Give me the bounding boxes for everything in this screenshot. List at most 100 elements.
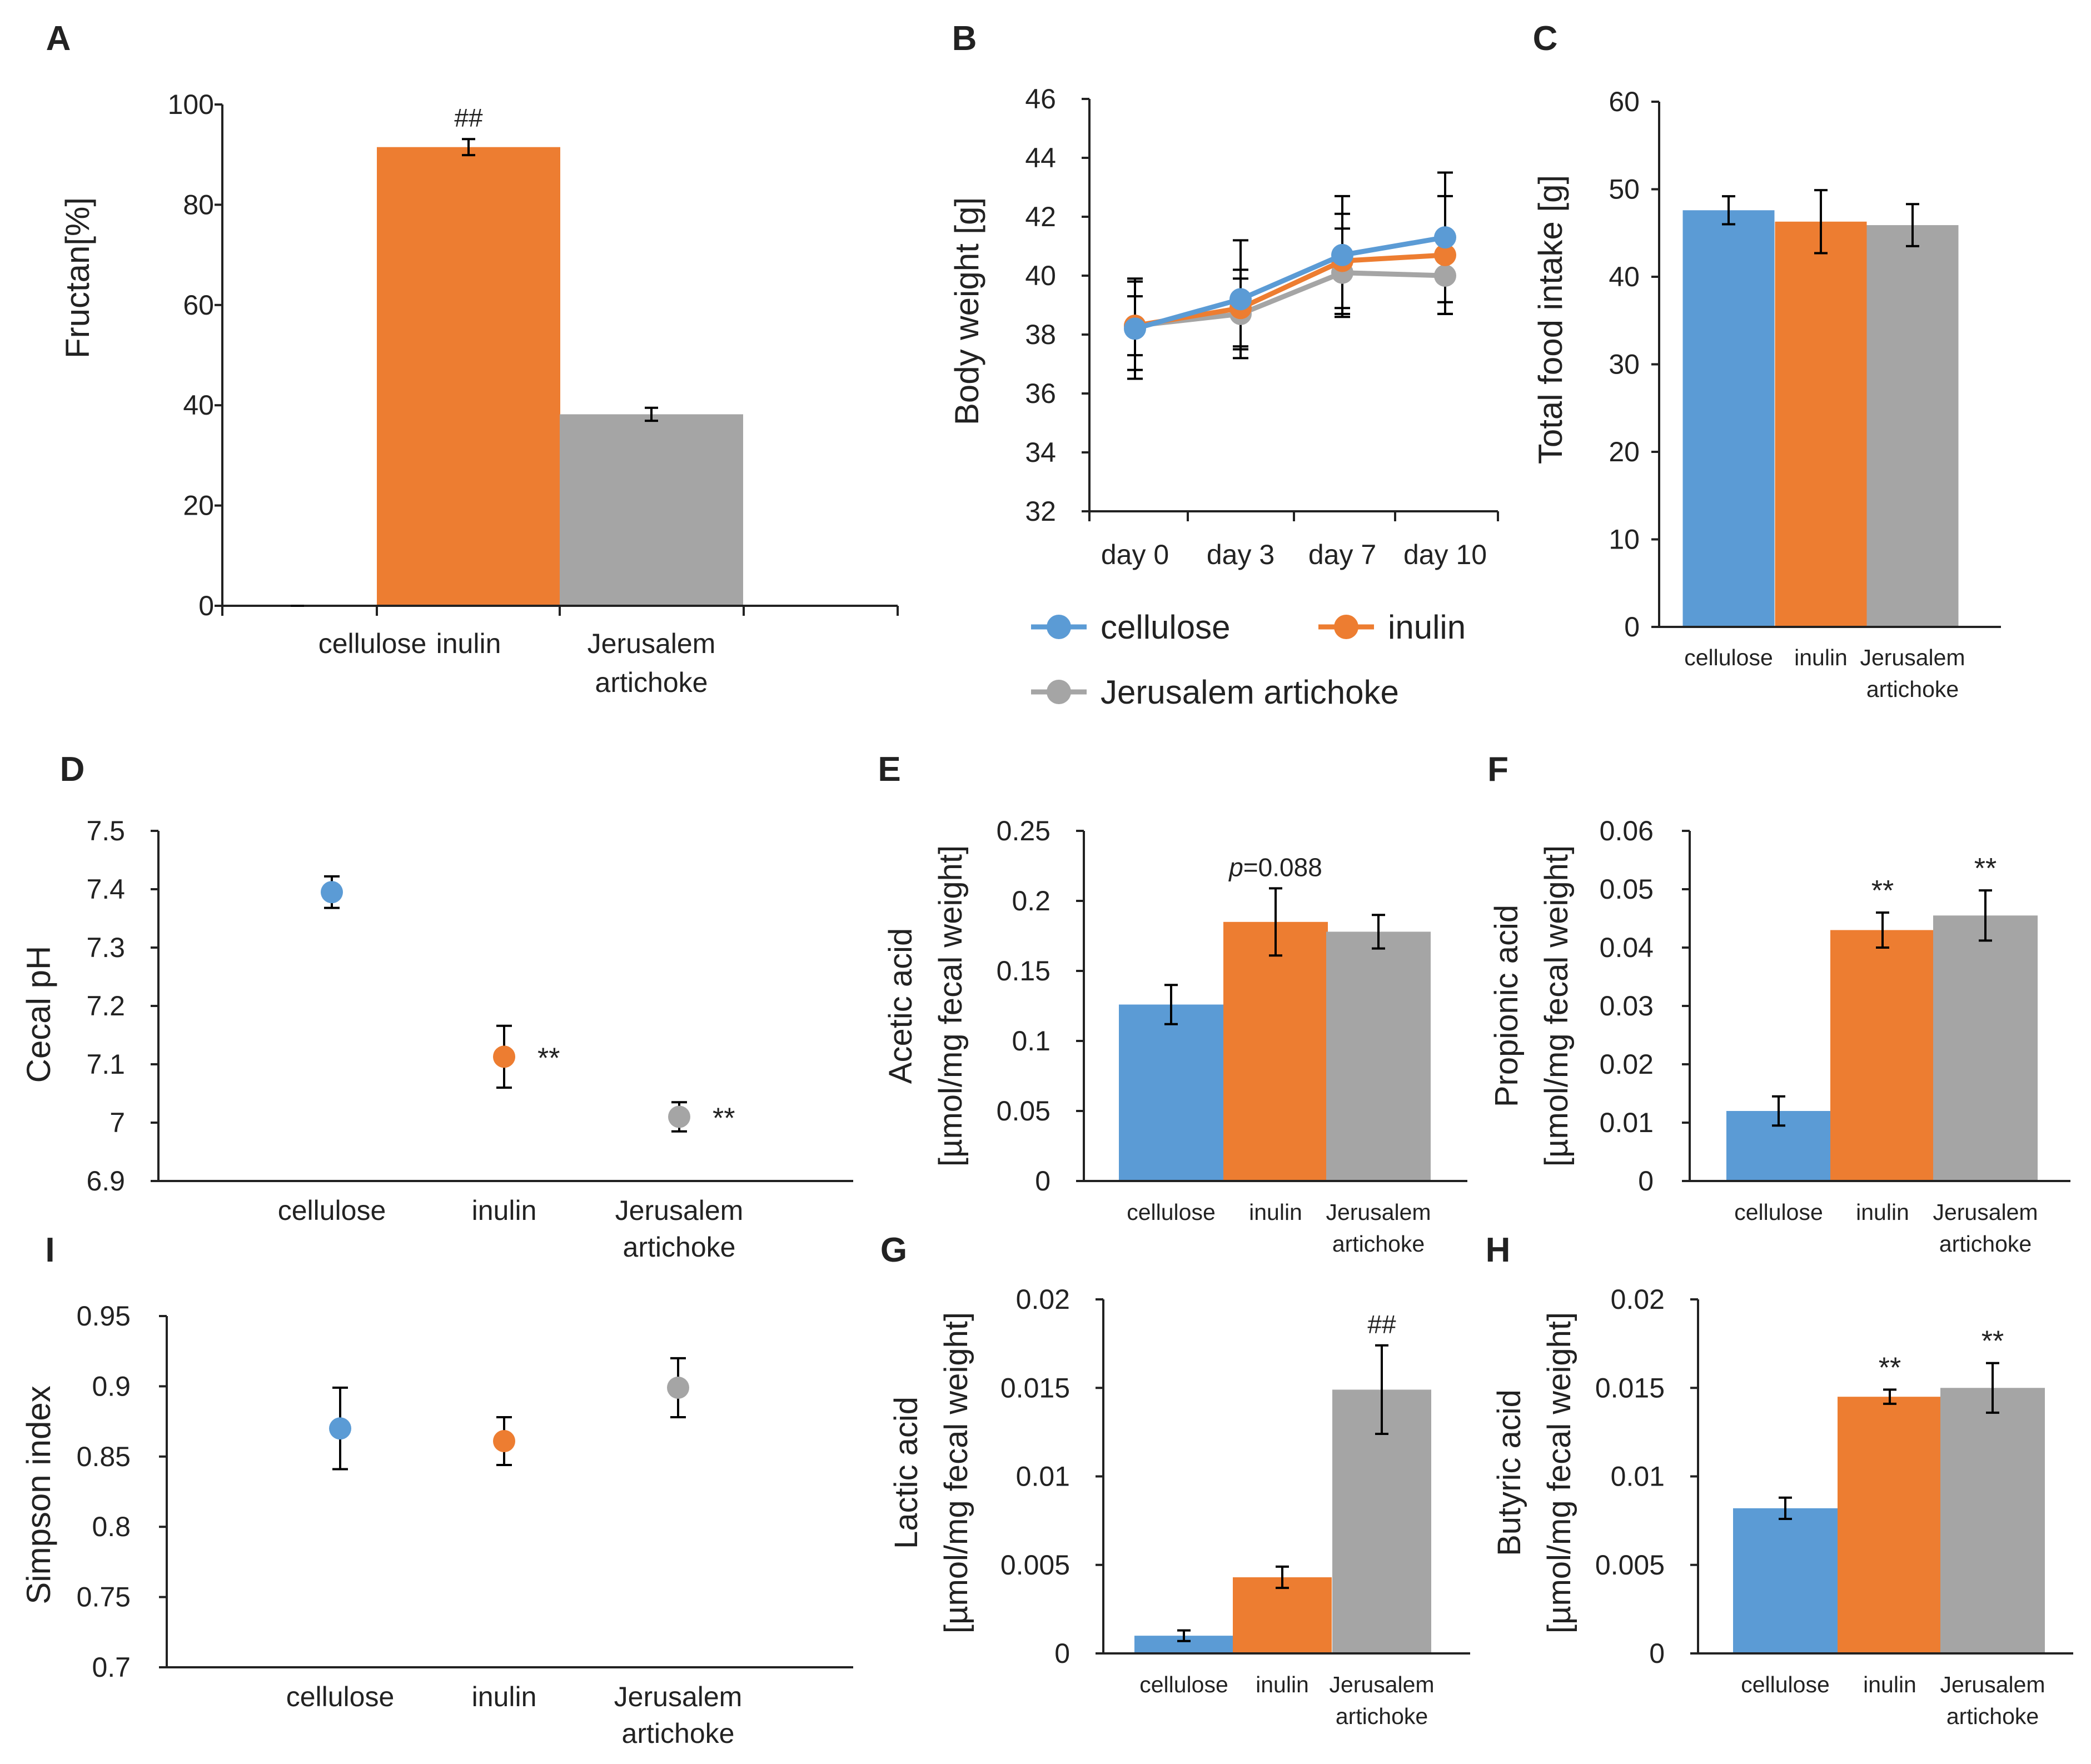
- y-tick-label: 0.05: [997, 1095, 1051, 1127]
- panel-letter: H: [1486, 1231, 1511, 1269]
- series-line-inulin: [1134, 252, 1446, 328]
- x-category-label: day 0: [1101, 539, 1169, 570]
- significance-marker: ##: [1367, 1310, 1396, 1339]
- y-axis-label: [µmol/mg fecal weight]: [1541, 1312, 1577, 1633]
- y-tick-label: 0.8: [92, 1511, 131, 1542]
- y-tick-label: 7.1: [86, 1049, 125, 1080]
- x-category-label: cellulose: [1741, 1672, 1830, 1697]
- y-tick-label: 6.9: [86, 1165, 125, 1197]
- x-category-label: Jerusalem: [1940, 1672, 2045, 1697]
- y-tick-label: 0.7: [92, 1652, 131, 1683]
- x-category-label: day 3: [1207, 539, 1274, 570]
- significance-marker: ##: [454, 103, 483, 132]
- y-tick-label: 32: [1025, 496, 1056, 527]
- y-tick-label: 20: [183, 490, 214, 521]
- y-tick-label: 0.015: [1595, 1372, 1665, 1403]
- y-tick-label: 0.1: [1012, 1025, 1051, 1057]
- y-tick-label: 60: [1609, 86, 1640, 117]
- y-tick-label: 40: [183, 390, 214, 421]
- legend: cellulose inulin Jerusalem artichoke: [1031, 609, 1466, 711]
- x-category-label: artichoke: [1332, 1231, 1425, 1257]
- y-tick-label: 0.04: [1600, 932, 1654, 963]
- panel-letter: E: [878, 750, 900, 789]
- y-tick-label: 0.005: [1595, 1549, 1665, 1581]
- point-jerusalem-artichoke: [1434, 265, 1456, 287]
- y-tick-label: 0.9: [92, 1371, 131, 1402]
- bar-inulin: [1775, 221, 1867, 627]
- y-tick-label: 7: [109, 1107, 125, 1138]
- y-tick-label: 0.02: [1016, 1284, 1070, 1315]
- y-tick-label: 100: [168, 89, 214, 120]
- bar-jerusalem-artichoke: [560, 414, 743, 606]
- y-tick-label: 44: [1025, 142, 1056, 173]
- panel-c: C 0 10 20 30 40 50 60 cellulose inulin Jerusalem ar…: [1532, 19, 2001, 702]
- x-category-label: inulin: [472, 1195, 537, 1226]
- panel-f: F 0 0.01 0.02 0.03 0.04 0.05 0.06 ** ** cellulose i…: [1487, 750, 2070, 1257]
- point-cellulose: [329, 1417, 351, 1440]
- panel-letter: G: [880, 1231, 907, 1269]
- x-category-label: cellulose: [1734, 1199, 1823, 1225]
- p-value-italic: p: [1228, 853, 1243, 881]
- y-tick-label: 0.15: [997, 955, 1051, 986]
- x-category-label: inulin: [436, 628, 501, 659]
- legend-label: Jerusalem artichoke: [1101, 674, 1399, 711]
- x-category-label: inulin: [1249, 1199, 1302, 1225]
- x-category-label: artichoke: [595, 667, 708, 698]
- y-axis-label: Total food intake [g]: [1532, 175, 1569, 464]
- x-category-label: artichoke: [623, 1232, 736, 1263]
- x-category-label: inulin: [1856, 1199, 1909, 1225]
- y-tick-label: 42: [1025, 201, 1056, 232]
- x-category-label: artichoke: [622, 1718, 735, 1749]
- y-tick-label: 46: [1025, 83, 1056, 114]
- y-axis-label: Fructan[%]: [59, 197, 96, 358]
- y-tick-label: 0: [1649, 1638, 1665, 1669]
- y-axis-label: Lactic acid: [888, 1397, 924, 1549]
- y-tick-label: 0.02: [1600, 1049, 1654, 1080]
- panel-h: H 0 0.005 0.01 0.015 0.02 ** ** cellulose inulin J…: [1486, 1231, 2073, 1729]
- panel-d: D 6.9 7 7.1 7.2 7.3 7.4 7.5 ** ** cellulose inulin J…: [20, 750, 853, 1263]
- y-tick-label: 0.25: [997, 815, 1051, 846]
- y-axis-label: Acetic acid: [883, 928, 919, 1084]
- y-tick-label: 0.06: [1600, 815, 1654, 846]
- x-category-label: cellulose: [1684, 645, 1773, 670]
- y-tick-label: 7.4: [86, 874, 125, 905]
- y-axis-label: Butyric acid: [1491, 1389, 1527, 1556]
- legend-label: cellulose: [1101, 609, 1230, 646]
- y-tick-label: 0.01: [1016, 1461, 1070, 1492]
- y-tick-label: 0: [1624, 611, 1640, 642]
- x-category-label: artichoke: [1866, 676, 1959, 702]
- bar-jerusalem-artichoke: [1866, 225, 1959, 627]
- bar-cellulose: [1682, 210, 1775, 627]
- point-cellulose: [1434, 226, 1456, 249]
- y-axis-label: Body weight [g]: [948, 197, 985, 425]
- point-inulin: [493, 1045, 515, 1068]
- legend-marker: [1047, 680, 1071, 704]
- x-category-label: Jerusalem: [588, 628, 716, 659]
- significance-marker: **: [537, 1042, 560, 1074]
- bar-cellulose: [1733, 1508, 1838, 1653]
- y-axis-label: [µmol/mg fecal weight]: [938, 1312, 974, 1633]
- panel-letter: D: [60, 750, 85, 789]
- y-tick-label: 0.85: [77, 1441, 131, 1472]
- y-tick-label: 0.02: [1611, 1284, 1665, 1315]
- y-axis-label: [µmol/mg fecal weight]: [933, 845, 969, 1167]
- x-category-label: inulin: [1256, 1672, 1309, 1697]
- y-tick-label: 7.2: [86, 990, 125, 1021]
- y-tick-label: 7.3: [86, 932, 125, 963]
- bar-inulin: [377, 147, 560, 606]
- panel-g: G 0 0.005 0.01 0.015 0.02 ## cellulose inulin Jer…: [880, 1231, 1470, 1729]
- point-cellulose: [1331, 243, 1353, 266]
- x-category-label: Jerusalem: [614, 1681, 743, 1712]
- x-category-label: artichoke: [1946, 1703, 2039, 1729]
- point-inulin: [1434, 243, 1456, 266]
- point-inulin: [493, 1429, 515, 1452]
- y-tick-label: 0: [1638, 1165, 1654, 1197]
- point-cellulose: [1124, 317, 1146, 340]
- y-tick-label: 0.015: [1000, 1372, 1070, 1403]
- y-tick-label: 30: [1609, 349, 1640, 380]
- significance-marker: **: [713, 1103, 735, 1135]
- panel-b: B 32 34 36 38 40 42 44 46 day 0 day 3 day 7 day 10 Bo…: [948, 19, 1499, 711]
- point-cellulose: [1229, 288, 1252, 311]
- y-tick-label: 0.01: [1611, 1461, 1665, 1492]
- y-tick-label: 0.2: [1012, 885, 1051, 916]
